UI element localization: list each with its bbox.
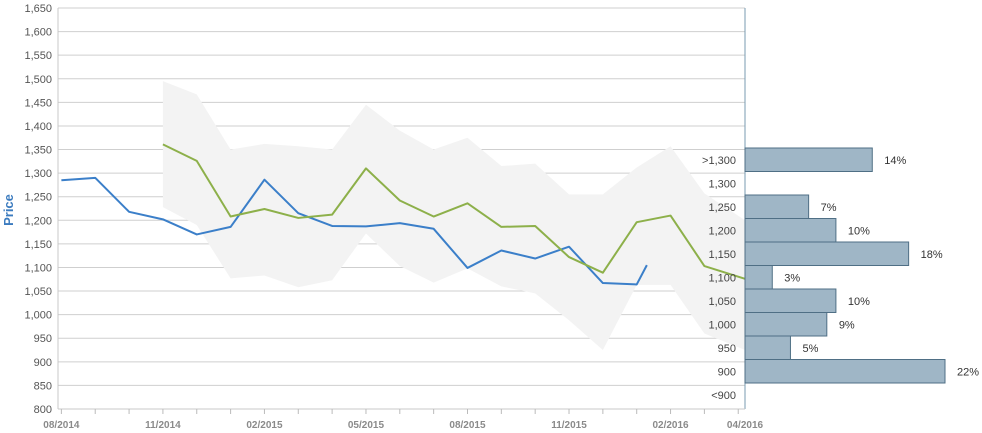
- histogram-bin-label: 1,050: [708, 296, 736, 308]
- y-tick-label: 1,600: [24, 27, 52, 39]
- y-tick-label: 1,550: [24, 50, 52, 62]
- histogram-bin-label: 1,100: [708, 272, 736, 284]
- histogram-percent-label: 10%: [848, 296, 870, 308]
- histogram-percent-label: 9%: [839, 319, 855, 331]
- y-tick-label: 1,000: [24, 310, 52, 322]
- y-tick-label: 1,250: [24, 192, 52, 204]
- y-tick-label: 850: [34, 380, 52, 392]
- histogram-bin-label: 1,300: [708, 178, 736, 190]
- y-tick-label: 1,300: [24, 168, 52, 180]
- x-tick-label: 02/2015: [246, 420, 283, 431]
- histogram-bin-label: 1,250: [708, 202, 736, 214]
- histogram-percent-label: 3%: [784, 272, 800, 284]
- x-tick-label: 08/2014: [43, 420, 80, 431]
- y-tick-label: 1,400: [24, 121, 52, 133]
- y-axis-label: Price: [1, 194, 16, 226]
- y-tick-label: 1,650: [24, 3, 52, 15]
- x-tick-label: 11/2015: [551, 420, 587, 431]
- y-tick-label: 1,200: [24, 215, 52, 227]
- x-tick-label: 05/2015: [348, 420, 385, 431]
- x-tick-label: 02/2016: [652, 420, 689, 431]
- histogram-bar: [744, 265, 773, 290]
- histogram-bar: [744, 147, 873, 172]
- price-line-green: [162, 143, 746, 280]
- histogram-bar: [744, 241, 910, 266]
- histogram-bin-label: 1,150: [708, 249, 736, 261]
- y-tick-label: 900: [34, 357, 52, 369]
- histogram-bar: [744, 288, 837, 313]
- histogram-bin-label: >1,300: [702, 155, 736, 167]
- histogram-percent-label: 7%: [821, 202, 837, 214]
- forecast-band: [162, 81, 746, 351]
- price-histogram: >1,300 14% 1,300 1,250 7% 1,200 10% 1,150 18% 1,1…: [702, 147, 979, 402]
- histogram-bin-label: 1,200: [708, 225, 736, 237]
- histogram-bar: [744, 335, 791, 360]
- y-tick-label: 1,350: [24, 145, 52, 157]
- series-lines: [61, 143, 746, 286]
- forecast-range-band: [162, 81, 746, 351]
- histogram-percent-label: 18%: [921, 249, 943, 261]
- histogram-percent-label: 14%: [884, 155, 906, 167]
- y-tick-label: 1,150: [24, 239, 52, 251]
- y-tick-label: 1,500: [24, 74, 52, 86]
- histogram-bin-label: 1,000: [708, 319, 736, 331]
- histogram-bar: [744, 312, 828, 337]
- histogram-percent-label: 5%: [802, 343, 818, 355]
- y-tick-label: 1,050: [24, 286, 52, 298]
- x-tick-label: 04/2016: [727, 420, 764, 431]
- histogram-bar: [744, 218, 837, 243]
- histogram-bin-label: <900: [711, 390, 736, 402]
- histogram-bar: [744, 359, 946, 384]
- price-line-blue: [61, 176, 648, 286]
- y-tick-label: 800: [34, 404, 52, 416]
- histogram-bin-label: 900: [718, 366, 736, 378]
- histogram-bar: [744, 194, 810, 219]
- y-tick-label: 1,100: [24, 262, 52, 274]
- x-tick-label: 11/2014: [145, 420, 181, 431]
- histogram-bin-label: 950: [718, 343, 736, 355]
- y-tick-label: 950: [34, 333, 52, 345]
- histogram-percent-label: 10%: [848, 225, 870, 237]
- x-tick-label: 08/2015: [449, 420, 486, 431]
- y-tick-label: 1,450: [24, 97, 52, 109]
- histogram-percent-label: 22%: [957, 366, 979, 378]
- axes: 800 850 900 950 1,000 1,050 1,100 1,150 1,200 1,2…: [24, 3, 763, 431]
